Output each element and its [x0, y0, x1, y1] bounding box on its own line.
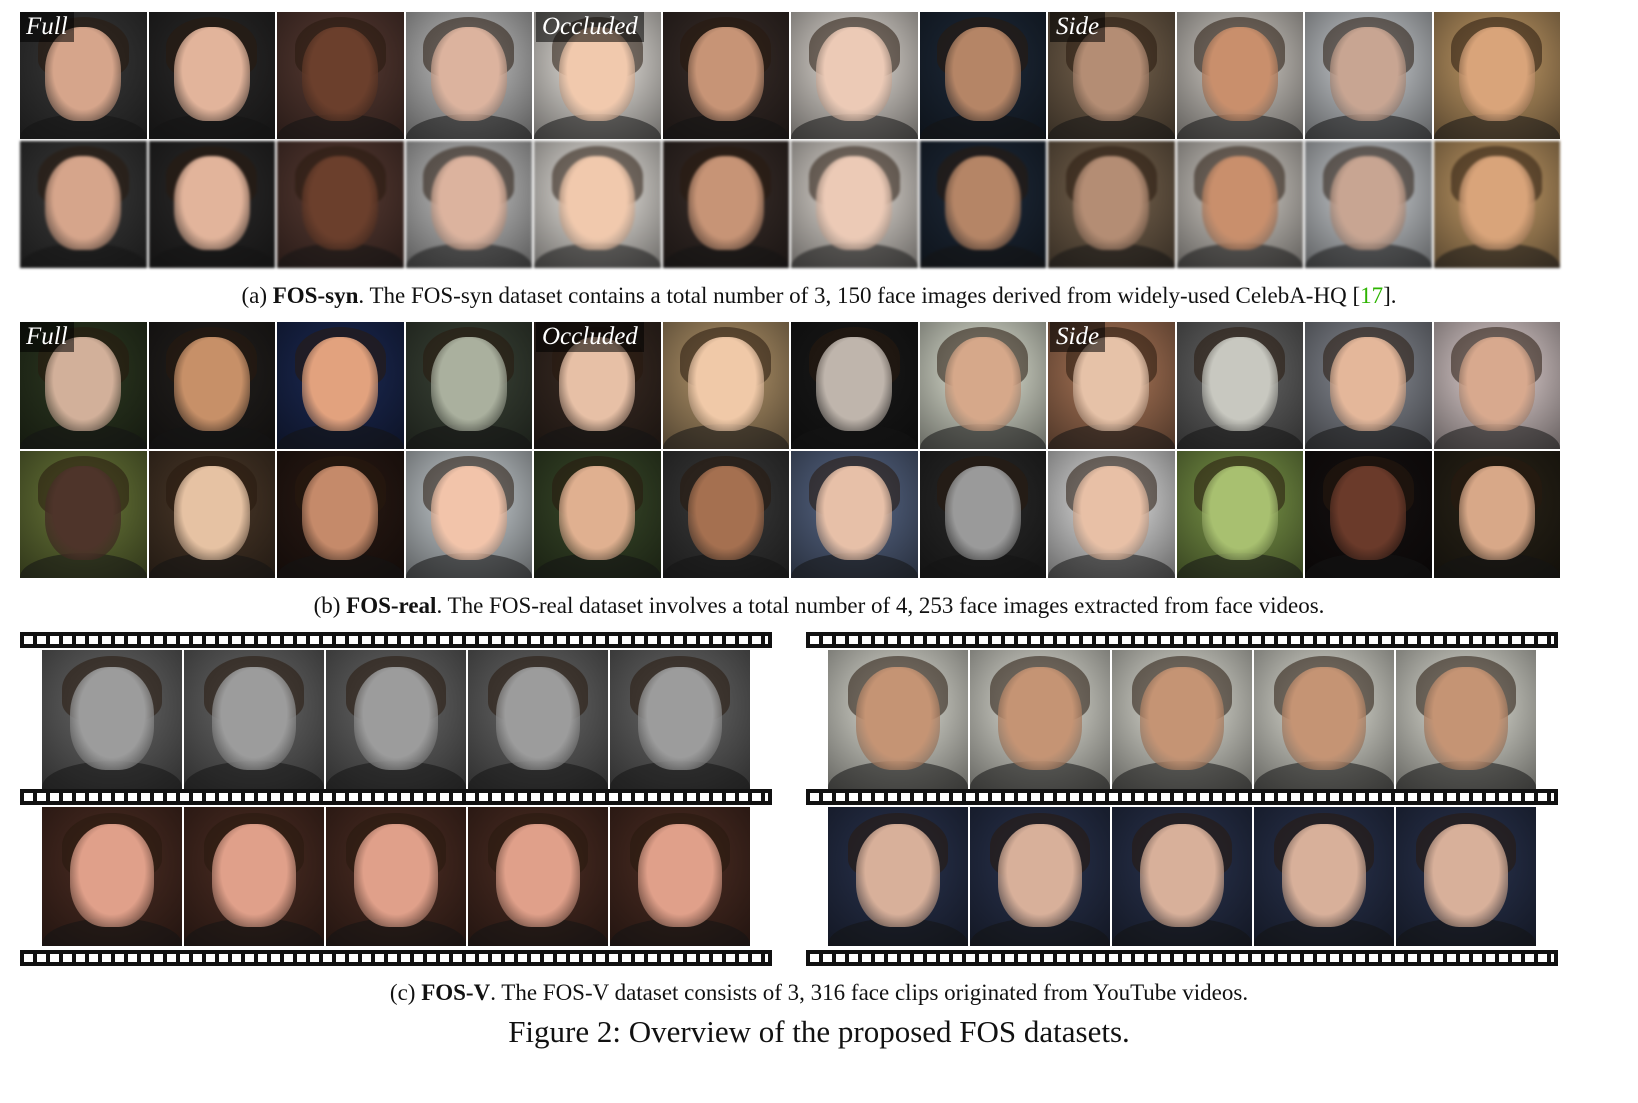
face-thumbnail	[1176, 12, 1303, 139]
film-frame	[1396, 807, 1536, 946]
face-thumbnail	[277, 141, 404, 268]
caption-b: (b) FOS-real. The FOS-real dataset invol…	[313, 593, 1325, 618]
face-thumbnail	[919, 322, 1046, 449]
tag-full-syn: Full	[20, 12, 74, 42]
face-thumbnail	[1176, 322, 1303, 449]
face-thumbnail	[1433, 451, 1560, 578]
face-thumbnail	[662, 12, 789, 139]
film-frame	[828, 807, 968, 946]
citation-link[interactable]: 17	[1360, 283, 1384, 308]
caption-c-name: FOS-V	[421, 980, 491, 1005]
tag-side-real: Side	[1050, 322, 1106, 352]
film-frame	[42, 807, 182, 946]
face-thumbnail	[405, 322, 532, 449]
face-thumbnail	[791, 322, 918, 449]
face-thumbnail	[1305, 322, 1432, 449]
fos-syn-image-grid	[20, 12, 1560, 268]
film-frame-row	[828, 650, 1536, 789]
face-thumbnail	[1433, 322, 1560, 449]
face-thumbnail	[405, 12, 532, 139]
face-thumbnail	[1433, 141, 1560, 268]
film-frame	[1254, 650, 1394, 789]
face-thumbnail	[148, 141, 275, 268]
face-thumbnail	[1176, 451, 1303, 578]
tag-occluded-real: Occluded	[536, 322, 644, 352]
face-thumbnail	[405, 141, 532, 268]
film-frame	[184, 650, 324, 789]
face-thumbnail	[919, 451, 1046, 578]
film-frame	[1112, 650, 1252, 789]
film-frame	[828, 650, 968, 789]
film-perforation	[806, 950, 1558, 966]
face-thumbnail	[662, 141, 789, 268]
film-perforation	[806, 632, 1558, 648]
face-thumbnail	[1048, 141, 1175, 268]
film-frame	[326, 650, 466, 789]
face-thumbnail	[20, 451, 147, 578]
film-frame	[970, 650, 1110, 789]
face-thumbnail	[277, 12, 404, 139]
film-frame	[42, 650, 182, 789]
film-perforation	[806, 789, 1558, 805]
face-thumbnail	[791, 451, 918, 578]
face-thumbnail	[277, 451, 404, 578]
face-thumbnail	[405, 451, 532, 578]
film-frame	[1254, 807, 1394, 946]
film-frame-row	[828, 807, 1536, 946]
film-frame	[1112, 807, 1252, 946]
face-thumbnail	[1305, 141, 1432, 268]
face-thumbnail	[534, 451, 661, 578]
face-thumbnail	[20, 12, 147, 139]
face-thumbnail	[1176, 141, 1303, 268]
tag-side-syn: Side	[1050, 12, 1106, 42]
face-thumbnail	[148, 451, 275, 578]
film-perforation	[20, 950, 772, 966]
film-frame	[610, 650, 750, 789]
tag-full-real: Full	[20, 322, 74, 352]
face-thumbnail	[1305, 451, 1432, 578]
face-thumbnail	[919, 12, 1046, 139]
face-thumbnail	[1048, 451, 1175, 578]
caption-a-name: FOS-syn	[272, 283, 359, 308]
film-perforation	[20, 789, 772, 805]
film-frame-row	[42, 807, 750, 946]
face-thumbnail	[148, 12, 275, 139]
film-frame	[1396, 650, 1536, 789]
face-thumbnail	[662, 451, 789, 578]
film-frame	[468, 807, 608, 946]
face-thumbnail	[662, 322, 789, 449]
face-thumbnail	[791, 12, 918, 139]
face-thumbnail	[1305, 12, 1432, 139]
film-frame	[970, 807, 1110, 946]
film-strip-left	[20, 632, 772, 966]
face-thumbnail	[20, 141, 147, 268]
face-thumbnail	[534, 141, 661, 268]
tag-occluded-syn: Occluded	[536, 12, 644, 42]
face-thumbnail	[791, 141, 918, 268]
face-thumbnail	[277, 322, 404, 449]
film-frame-row	[42, 650, 750, 789]
film-frame	[610, 807, 750, 946]
caption-c: (c) FOS-V. The FOS-V dataset consists of…	[389, 980, 1249, 1005]
face-thumbnail	[20, 322, 147, 449]
face-thumbnail	[148, 322, 275, 449]
fos-real-image-grid	[20, 322, 1560, 578]
face-thumbnail	[919, 141, 1046, 268]
film-frame	[326, 807, 466, 946]
film-strip-right	[806, 632, 1558, 966]
caption-a: (a) FOS-syn. The FOS-syn dataset contain…	[241, 283, 1397, 308]
figure-title: Figure 2: Overview of the proposed FOS d…	[508, 1014, 1130, 1049]
film-frame	[184, 807, 324, 946]
film-perforation	[20, 632, 772, 648]
film-frame	[468, 650, 608, 789]
caption-b-name: FOS-real	[346, 593, 437, 618]
face-thumbnail	[1433, 12, 1560, 139]
